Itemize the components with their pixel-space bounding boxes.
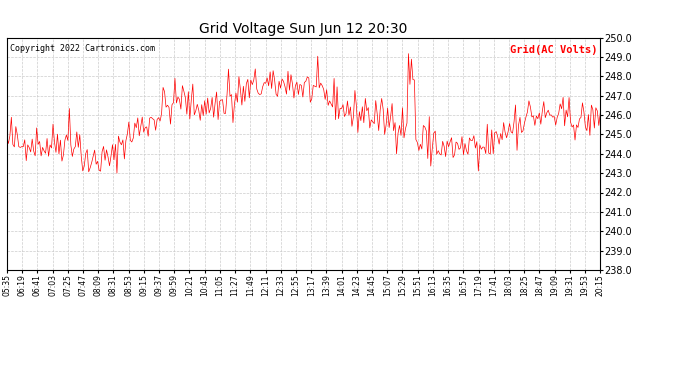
Title: Grid Voltage Sun Jun 12 20:30: Grid Voltage Sun Jun 12 20:30 [199,22,408,36]
Text: Copyright 2022 Cartronics.com: Copyright 2022 Cartronics.com [10,45,155,54]
Text: Grid(AC Volts): Grid(AC Volts) [510,45,598,54]
